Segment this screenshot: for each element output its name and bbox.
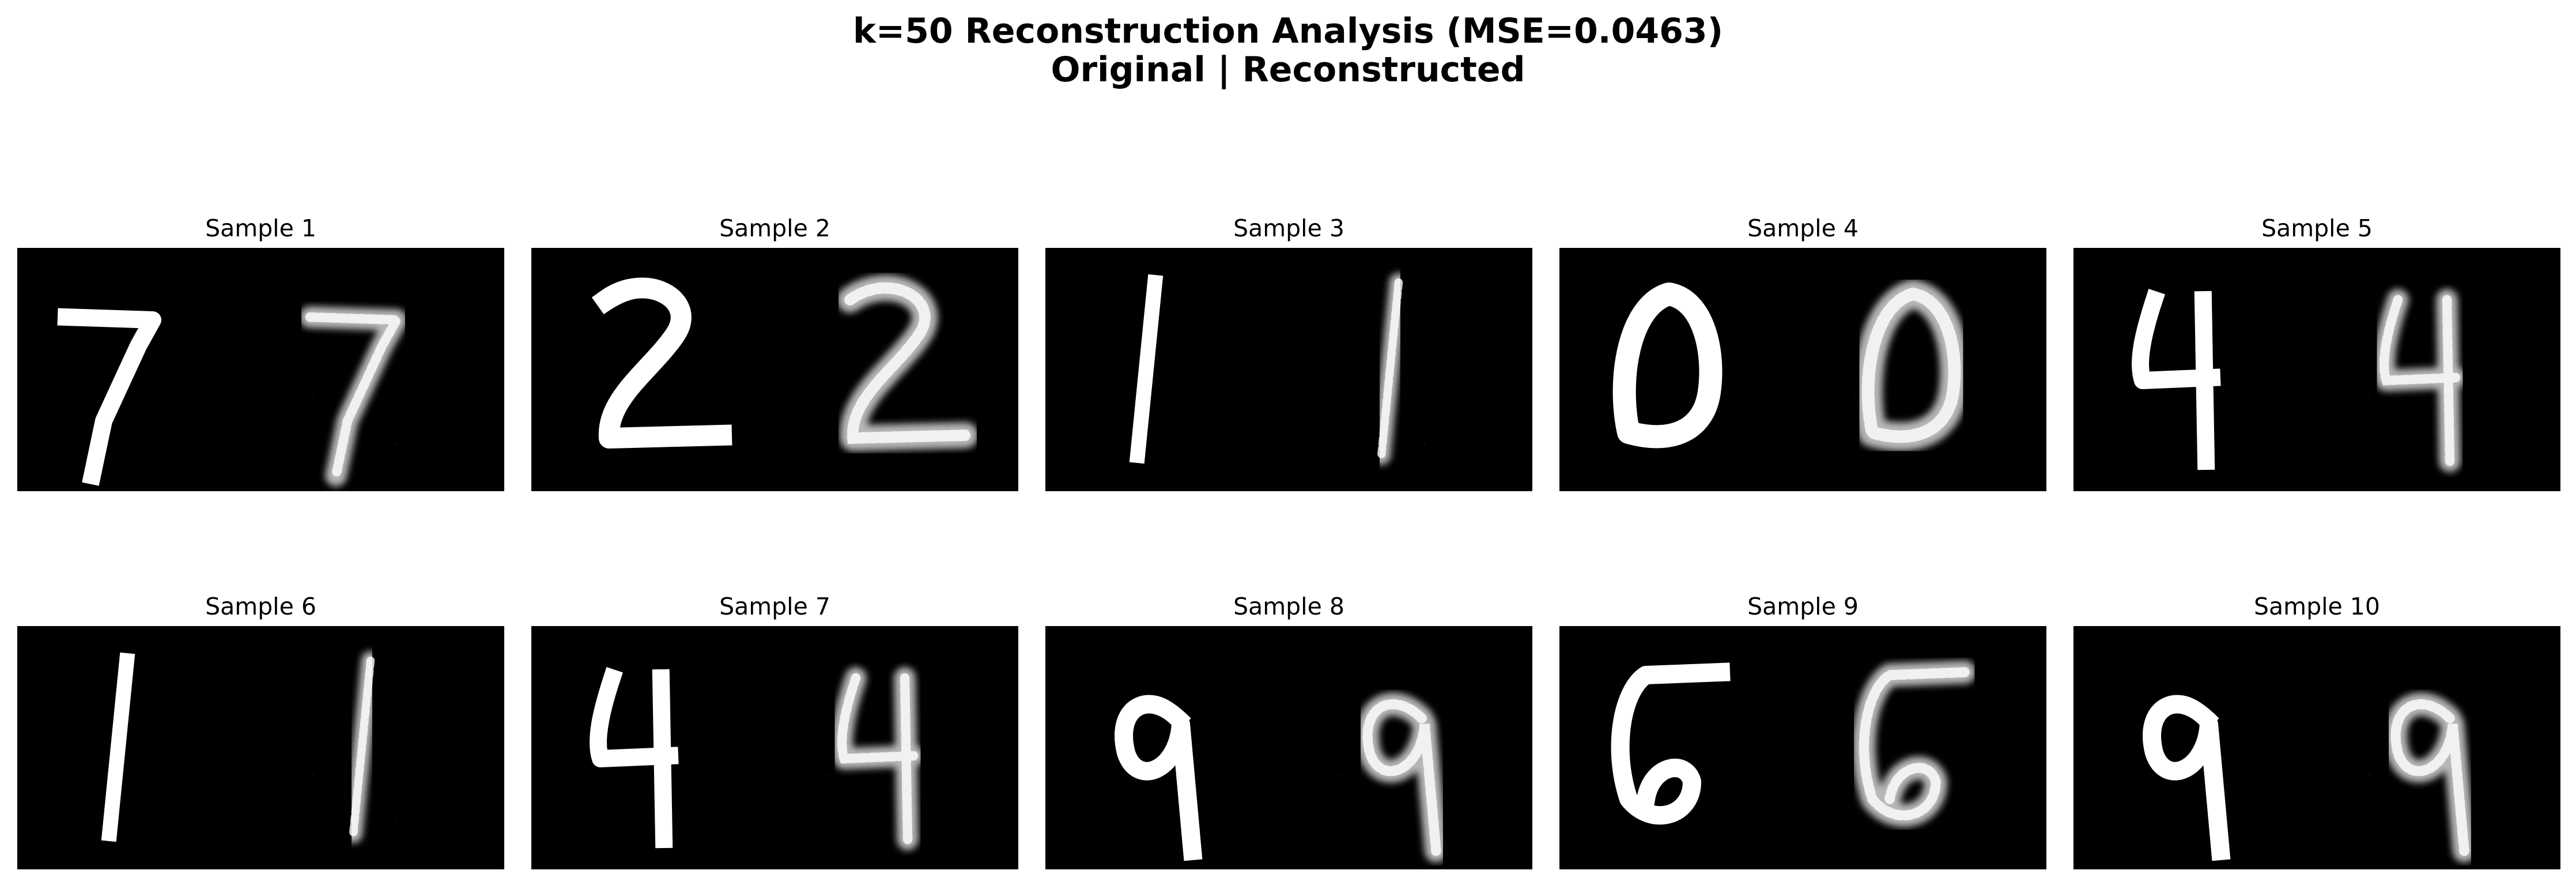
sample-image-pair — [1559, 248, 2046, 491]
reconstructed-digit — [837, 275, 979, 451]
sample-label: Sample 7 — [719, 593, 830, 620]
reconstructed-digit-core — [844, 282, 971, 444]
original-digit — [2132, 289, 2221, 470]
reconstructed-digit — [1852, 661, 1976, 827]
reconstructed-digit-core — [1861, 287, 1961, 443]
figure-subtitle: Original | Reconstructed — [1051, 50, 1525, 90]
reconstructed-digit-core — [1362, 699, 1441, 856]
reconstructed-digit — [1372, 273, 1408, 465]
sample-image-svg — [2073, 626, 2560, 869]
original-digit-stroke — [101, 652, 135, 842]
original-digit — [1115, 695, 1203, 861]
reconstructed-digit — [343, 651, 380, 843]
sample-image-pair — [1045, 626, 1532, 869]
sample-image-svg — [531, 248, 1018, 491]
original-digit — [591, 277, 732, 449]
figure-title: k=50 Reconstruction Analysis (MSE=0.0463… — [852, 11, 1724, 51]
sample-label: Sample 4 — [1747, 214, 1859, 242]
original-digit — [590, 667, 679, 849]
reconstructed-digit-core — [1859, 667, 1970, 821]
reconstructed-digit — [2384, 692, 2476, 862]
sample-label: Sample 10 — [2254, 593, 2380, 620]
sample-image-pair — [531, 248, 1018, 491]
reconstructed-digit — [299, 306, 407, 487]
reconstructed-digit-core — [837, 673, 919, 845]
original-digit-stroke — [2132, 289, 2221, 470]
original-digit — [1129, 274, 1164, 464]
original-digit-stroke — [1612, 282, 1723, 449]
original-digit — [57, 308, 161, 486]
reconstructed-digit — [2373, 289, 2467, 472]
sample-image-svg — [1559, 248, 2046, 491]
sample-image-svg — [2073, 248, 2560, 491]
original-digit — [1612, 282, 1723, 449]
reconstructed-digit-core — [349, 656, 375, 838]
sample-label: Sample 3 — [1233, 214, 1344, 242]
sample-label: Sample 9 — [1747, 593, 1859, 620]
reconstruction-noise — [1289, 248, 1532, 491]
sample-image-svg — [1045, 248, 1532, 491]
sample-image-pair — [2073, 626, 2560, 869]
sample-image-svg — [1559, 626, 2046, 869]
original-digit-stroke — [590, 667, 679, 849]
reconstruction-noise — [261, 626, 504, 869]
sample-image-pair — [17, 626, 504, 869]
reconstructed-digit-core — [2379, 295, 2461, 466]
original-digit-stroke — [591, 277, 732, 449]
sample-label: Sample 2 — [719, 214, 830, 242]
sample-label: Sample 6 — [205, 593, 316, 620]
original-digit-stroke — [1115, 695, 1203, 861]
reconstructed-digit — [1356, 692, 1448, 862]
sample-image-pair — [531, 626, 1018, 869]
reconstructed-digit-core — [305, 312, 405, 481]
sample-image-pair — [1045, 248, 1532, 491]
sample-image-svg — [17, 626, 504, 869]
sample-label: Sample 8 — [1233, 593, 1344, 620]
original-digit — [101, 652, 135, 842]
original-digit — [1611, 662, 1731, 825]
sample-label: Sample 1 — [205, 214, 316, 242]
sample-image-pair — [2073, 248, 2560, 491]
reconstructed-digit — [831, 667, 924, 850]
reconstructed-digit — [1853, 280, 1969, 451]
original-digit-stroke — [2143, 695, 2231, 861]
reconstructed-digit-core — [1377, 278, 1403, 460]
sample-image-svg — [531, 626, 1018, 869]
original-digit-stroke — [57, 308, 161, 486]
original-digit-stroke — [1129, 274, 1164, 464]
sample-image-pair — [1559, 626, 2046, 869]
sample-image-pair — [17, 248, 504, 491]
sample-label: Sample 5 — [2261, 214, 2373, 242]
sample-image-svg — [17, 248, 504, 491]
reconstructed-digit-core — [2390, 699, 2469, 856]
sample-image-svg — [1045, 626, 1532, 869]
original-digit-stroke — [1611, 662, 1731, 825]
original-digit — [2143, 695, 2231, 861]
